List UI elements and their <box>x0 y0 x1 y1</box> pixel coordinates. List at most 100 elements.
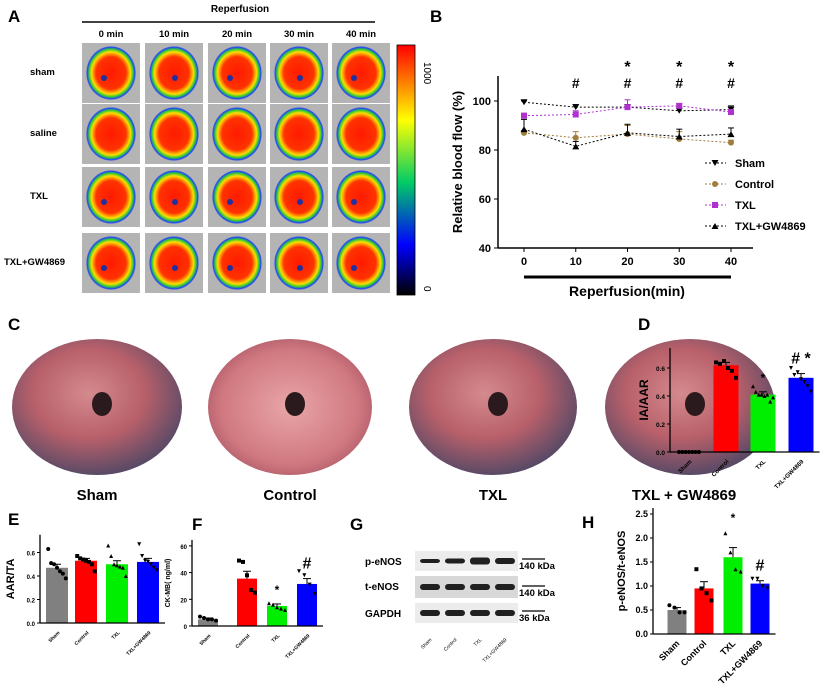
perfusion-image <box>212 170 262 224</box>
data-point <box>682 610 687 615</box>
perfusion-image <box>86 236 136 290</box>
x-tick-label: Control <box>679 638 709 668</box>
data-point <box>572 134 579 141</box>
column-header: 20 min <box>222 29 252 40</box>
data-point <box>667 603 672 608</box>
significance-mark: # <box>756 558 765 575</box>
panel-label-A: A <box>8 7 20 26</box>
data-point <box>750 576 755 581</box>
chart-D: Sham Control*TXL# *TXL+GW48690.00.20.40.6… <box>637 348 820 491</box>
perfusion-image <box>86 46 136 100</box>
legend-label: Control <box>735 179 774 191</box>
perfusion-spot <box>351 199 357 205</box>
reperfusion-title: Reperfusion <box>211 4 269 15</box>
panel-label-F: F <box>192 515 202 534</box>
data-point <box>572 143 580 150</box>
data-point <box>245 573 249 578</box>
y-tick-label: 40 <box>180 572 187 578</box>
data-point <box>137 542 142 547</box>
data-point <box>771 395 775 400</box>
heart-lumen <box>488 392 508 416</box>
bar-TXL <box>106 564 128 623</box>
data-point <box>802 380 807 384</box>
data-point <box>572 111 579 118</box>
data-point <box>768 399 773 404</box>
x-tick-label: Sham <box>657 638 681 662</box>
data-point <box>733 567 738 572</box>
data-point <box>241 559 245 564</box>
data-point <box>271 602 275 607</box>
heart-lumen <box>285 392 305 416</box>
y-axis-label: IA/AAR <box>637 379 651 421</box>
perfusion-image <box>274 46 324 100</box>
data-point <box>57 569 62 574</box>
perfusion-image <box>86 107 136 161</box>
bar-TXL <box>723 557 743 634</box>
data-point <box>154 568 159 573</box>
y-tick-label: 0.0 <box>656 450 665 457</box>
data-point <box>63 576 68 581</box>
significance-mark: # <box>303 556 312 573</box>
y-tick-label: 40 <box>479 243 491 255</box>
data-point <box>198 614 202 619</box>
data-point <box>520 126 528 133</box>
data-point <box>84 558 88 563</box>
y-tick-label: 0.5 <box>635 605 648 615</box>
perfusion-spot <box>172 199 178 205</box>
heart-label: Sham <box>77 487 118 504</box>
data-point <box>115 563 119 568</box>
lane-label: TXL <box>473 637 484 648</box>
data-point <box>89 562 94 567</box>
column-header: 40 min <box>346 29 376 40</box>
y-axis-label: CK-MB( ng/ml) <box>165 559 172 608</box>
data-point <box>520 99 528 106</box>
data-point <box>206 617 210 622</box>
significance-hash: # <box>624 75 632 91</box>
row-label: saline <box>30 128 57 139</box>
bar-Control <box>237 578 257 626</box>
data-point <box>237 558 241 563</box>
data-point <box>751 384 755 389</box>
legend-label: TXL <box>735 200 756 212</box>
data-point <box>753 389 758 394</box>
blot-band <box>470 610 490 616</box>
size-label: 36 kDa <box>519 613 550 624</box>
legend-marker <box>712 202 718 208</box>
bar-Sham <box>667 610 687 634</box>
blot-label: GAPDH <box>365 609 401 620</box>
x-tick-label: Sham <box>48 630 62 644</box>
y-tick-label: 2.5 <box>635 509 648 519</box>
data-point <box>117 564 122 569</box>
bar-Sham <box>46 567 68 623</box>
significance-star: * <box>728 59 735 76</box>
data-point <box>253 590 257 595</box>
blot-membrane <box>415 551 518 571</box>
data-point <box>109 554 114 559</box>
x-tick-label: TXL+GW4869 <box>125 630 152 657</box>
perfusion-image <box>149 46 199 100</box>
perfusion-spot <box>101 75 107 81</box>
data-point <box>677 610 682 615</box>
bar-TXL <box>750 394 776 452</box>
x-tick-label: TXL <box>718 638 737 657</box>
data-point <box>795 370 800 375</box>
series-line-TXL+GW4869 <box>523 128 732 147</box>
lane-label: Control <box>443 637 459 653</box>
heart-label: TXL <box>479 487 507 504</box>
x-tick-label: Sham <box>199 633 213 647</box>
data-point <box>714 360 718 365</box>
significance-mark: * <box>761 371 766 385</box>
series-line-Control <box>523 132 732 144</box>
chart-F: Sham Control * TXL # TXL+GW4869 0 20 40 60 CK-MB( … <box>165 539 323 660</box>
data-point <box>283 607 287 612</box>
x-tick-label: Control <box>74 630 91 647</box>
data-point <box>202 615 206 620</box>
y-tick-label: 0.6 <box>656 366 665 373</box>
lane-label: TXL+GW4869 <box>482 637 509 664</box>
data-point <box>112 562 117 567</box>
panel-b-line-chart: 40 60 80 100 0 10 20 30 40 Reperfusion(min) Relati… <box>450 59 806 299</box>
data-point <box>78 556 83 561</box>
y-axis-label: Relative blood flow (%) <box>450 91 465 233</box>
